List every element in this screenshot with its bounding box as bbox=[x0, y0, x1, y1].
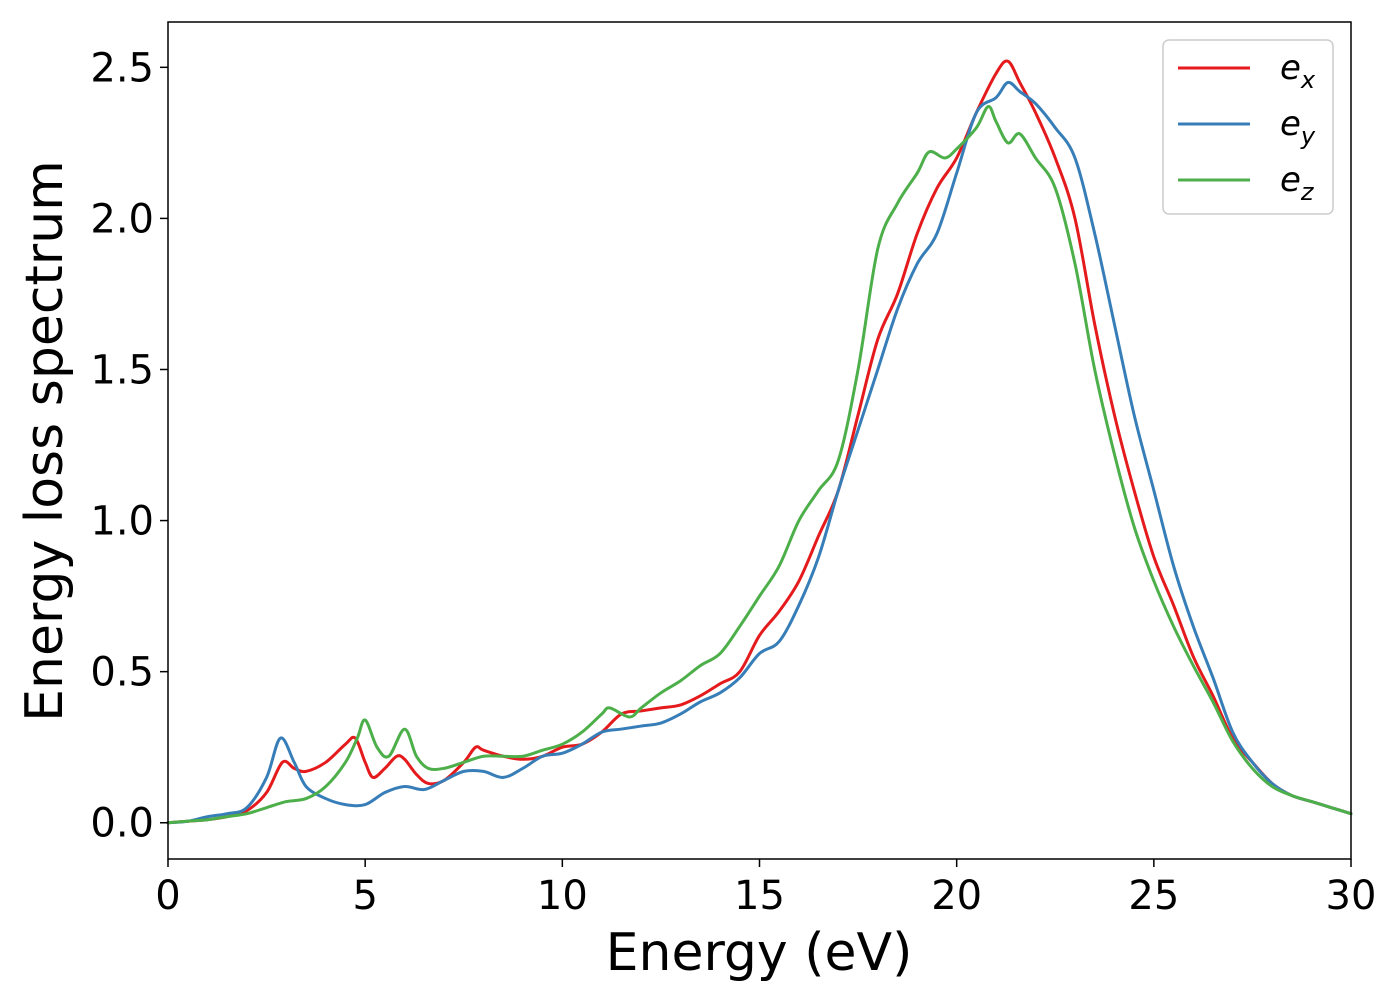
y-axis-label: Energy loss spectrum bbox=[15, 160, 75, 722]
x-axis: 0 5 10 15 20 25 30 bbox=[155, 859, 1376, 919]
y-tick-label: 0.0 bbox=[90, 801, 154, 847]
legend-label-ey: ey bbox=[1280, 104, 1316, 150]
series-line-ex bbox=[166, 59, 1353, 825]
x-tick-label: 15 bbox=[734, 873, 785, 919]
x-axis-label: Energy (eV) bbox=[606, 923, 913, 983]
legend-box bbox=[1162, 39, 1334, 215]
y-tick-label: 2.5 bbox=[90, 45, 154, 91]
legend-label-ex: ex bbox=[1280, 48, 1316, 94]
y-tick-label: 1.5 bbox=[90, 347, 154, 393]
x-tick-label: 30 bbox=[1326, 873, 1377, 919]
x-tick-label: 0 bbox=[155, 873, 180, 919]
y-tick-label: 0.5 bbox=[90, 650, 154, 696]
legend-label-ez: ez bbox=[1280, 160, 1315, 206]
series-line-ez bbox=[166, 105, 1353, 825]
series-layer bbox=[166, 59, 1353, 825]
series-line-ey bbox=[166, 80, 1353, 825]
y-tick-label: 1.0 bbox=[90, 499, 154, 545]
legend: ex ey ez bbox=[1162, 39, 1334, 215]
y-axis: 0.0 0.5 1.0 1.5 2.0 2.5 bbox=[90, 45, 168, 847]
y-tick-label: 2.0 bbox=[90, 196, 154, 242]
x-tick-label: 5 bbox=[352, 873, 377, 919]
x-tick-label: 20 bbox=[931, 873, 982, 919]
x-tick-label: 10 bbox=[537, 873, 588, 919]
x-tick-label: 25 bbox=[1128, 873, 1179, 919]
